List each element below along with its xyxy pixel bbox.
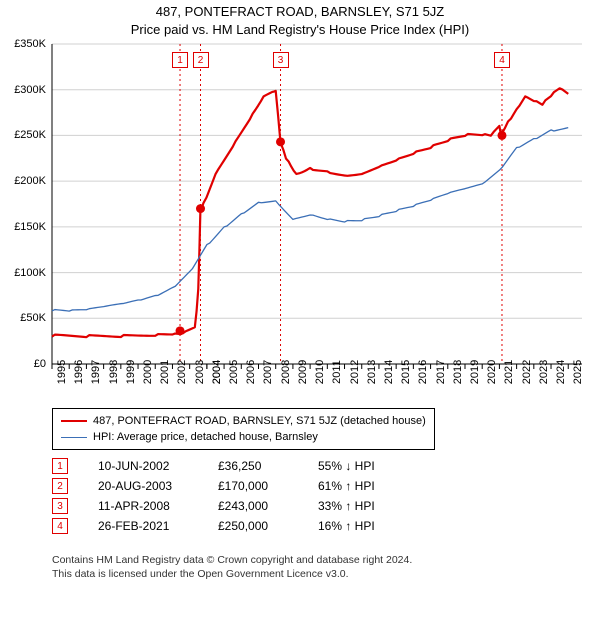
transaction-price: £250,000 xyxy=(218,519,318,533)
transaction-dot xyxy=(497,131,506,140)
legend-item: HPI: Average price, detached house, Barn… xyxy=(61,429,426,445)
transaction-date: 10-JUN-2002 xyxy=(98,459,218,473)
transaction-marker-box: 1 xyxy=(172,52,188,68)
chart-title-subtitle: Price paid vs. HM Land Registry's House … xyxy=(0,22,600,37)
transaction-dot xyxy=(276,137,285,146)
x-axis-label: 2010 xyxy=(314,360,326,384)
transaction-marker-box: 4 xyxy=(494,52,510,68)
y-axis-label: £100K xyxy=(6,267,46,279)
x-axis-label: 1997 xyxy=(90,360,102,384)
legend-label: HPI: Average price, detached house, Barn… xyxy=(93,431,318,443)
x-axis-label: 2000 xyxy=(142,360,154,384)
x-axis-label: 2024 xyxy=(555,360,567,384)
price-chart xyxy=(52,44,582,364)
y-axis-label: £300K xyxy=(6,84,46,96)
transactions-table: 1 10-JUN-2002£36,25055% ↓ HPI 2 20-AUG-2003… xyxy=(52,456,438,536)
x-axis-label: 1996 xyxy=(73,360,85,384)
y-axis-label: £250K xyxy=(6,129,46,141)
x-axis-label: 2023 xyxy=(538,360,550,384)
x-axis-label: 2025 xyxy=(572,360,584,384)
transaction-date: 26-FEB-2021 xyxy=(98,519,218,533)
transaction-vs-hpi: 16% ↑ HPI xyxy=(318,519,438,533)
transaction-price: £170,000 xyxy=(218,479,318,493)
transaction-row-marker: 2 xyxy=(52,478,68,494)
x-axis-label: 2002 xyxy=(176,360,188,384)
y-axis-label: £0 xyxy=(6,358,46,370)
transaction-row: 3 11-APR-2008£243,00033% ↑ HPI xyxy=(52,496,438,516)
legend-swatch xyxy=(61,420,87,422)
x-axis-label: 2007 xyxy=(262,360,274,384)
y-axis-label: £150K xyxy=(6,221,46,233)
transaction-row-marker: 4 xyxy=(52,518,68,534)
x-axis-label: 2022 xyxy=(521,360,533,384)
transaction-row-marker: 1 xyxy=(52,458,68,474)
footer-line1: Contains HM Land Registry data © Crown c… xyxy=(52,554,412,568)
footer-line2: This data is licensed under the Open Gov… xyxy=(52,568,412,582)
transaction-row: 4 26-FEB-2021£250,00016% ↑ HPI xyxy=(52,516,438,536)
x-axis-label: 2021 xyxy=(503,360,515,384)
chart-title-address: 487, PONTEFRACT ROAD, BARNSLEY, S71 5JZ xyxy=(0,4,600,19)
transaction-vs-hpi: 33% ↑ HPI xyxy=(318,499,438,513)
x-axis-label: 1998 xyxy=(108,360,120,384)
y-axis-label: £350K xyxy=(6,38,46,50)
transaction-row: 2 20-AUG-2003£170,00061% ↑ HPI xyxy=(52,476,438,496)
legend-item: 487, PONTEFRACT ROAD, BARNSLEY, S71 5JZ … xyxy=(61,413,426,429)
transaction-vs-hpi: 55% ↓ HPI xyxy=(318,459,438,473)
transaction-dot xyxy=(196,204,205,213)
x-axis-label: 1999 xyxy=(125,360,137,384)
legend-swatch xyxy=(61,437,87,438)
x-axis-label: 1995 xyxy=(56,360,68,384)
y-axis-label: £50K xyxy=(6,312,46,324)
x-axis-label: 2004 xyxy=(211,360,223,384)
x-axis-label: 2015 xyxy=(400,360,412,384)
x-axis-label: 2006 xyxy=(245,360,257,384)
x-axis-label: 2001 xyxy=(159,360,171,384)
x-axis-label: 2019 xyxy=(469,360,481,384)
transaction-dot xyxy=(176,326,185,335)
transaction-price: £243,000 xyxy=(218,499,318,513)
x-axis-label: 2003 xyxy=(194,360,206,384)
chart-legend: 487, PONTEFRACT ROAD, BARNSLEY, S71 5JZ … xyxy=(52,408,435,450)
x-axis-label: 2011 xyxy=(331,360,343,384)
transaction-row: 1 10-JUN-2002£36,25055% ↓ HPI xyxy=(52,456,438,476)
x-axis-label: 2009 xyxy=(297,360,309,384)
x-axis-label: 2008 xyxy=(280,360,292,384)
transaction-row-marker: 3 xyxy=(52,498,68,514)
x-axis-label: 2017 xyxy=(435,360,447,384)
transaction-marker-box: 3 xyxy=(273,52,289,68)
x-axis-label: 2016 xyxy=(417,360,429,384)
x-axis-label: 2013 xyxy=(366,360,378,384)
x-axis-label: 2005 xyxy=(228,360,240,384)
footer-attribution: Contains HM Land Registry data © Crown c… xyxy=(52,554,412,581)
transaction-marker-box: 2 xyxy=(193,52,209,68)
x-axis-label: 2018 xyxy=(452,360,464,384)
x-axis-label: 2012 xyxy=(349,360,361,384)
legend-label: 487, PONTEFRACT ROAD, BARNSLEY, S71 5JZ … xyxy=(93,415,426,427)
y-axis-label: £200K xyxy=(6,175,46,187)
transaction-price: £36,250 xyxy=(218,459,318,473)
x-axis-label: 2014 xyxy=(383,360,395,384)
transaction-date: 20-AUG-2003 xyxy=(98,479,218,493)
transaction-vs-hpi: 61% ↑ HPI xyxy=(318,479,438,493)
x-axis-label: 2020 xyxy=(486,360,498,384)
transaction-date: 11-APR-2008 xyxy=(98,499,218,513)
